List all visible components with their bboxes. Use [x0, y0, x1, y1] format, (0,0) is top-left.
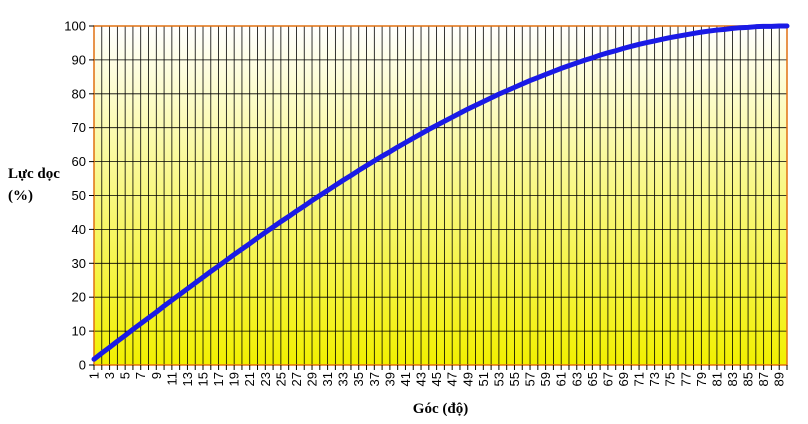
x-tick-label: 13	[180, 372, 195, 386]
y-tick-label: 100	[64, 19, 86, 34]
x-tick-label: 75	[663, 372, 678, 386]
x-tick-label: 17	[211, 372, 226, 386]
x-axis-ticks: 1 3 5 7 9 11 13 15 17 19 21 23 25 27 29 31 33 35 37 39 41 43 4…	[87, 365, 788, 386]
x-tick-label: 47	[445, 372, 460, 386]
y-tick-label: 20	[72, 290, 86, 305]
x-tick-label: 79	[694, 372, 709, 386]
x-tick-label: 45	[429, 372, 444, 386]
y-tick-label: 30	[72, 256, 86, 271]
x-tick-label: 33	[336, 372, 351, 386]
x-tick-label: 27	[289, 372, 304, 386]
y-tick-label: 90	[72, 52, 86, 67]
x-tick-label: 9	[149, 372, 164, 379]
y-tick-label: 80	[72, 86, 86, 101]
x-tick-label: 23	[258, 372, 273, 386]
x-tick-label: 53	[491, 372, 506, 386]
x-tick-label: 39	[382, 372, 397, 386]
x-tick-label: 85	[741, 372, 756, 386]
x-tick-label: 89	[772, 372, 787, 386]
x-tick-label: 25	[273, 372, 288, 386]
y-axis-ticks: 0 10 20 30 40 50 60 70 80 90 100	[64, 19, 94, 373]
x-tick-label: 65	[585, 372, 600, 386]
x-tick-label: 3	[102, 372, 117, 379]
x-tick-label: 41	[398, 372, 413, 386]
y-tick-label: 40	[72, 222, 86, 237]
x-tick-label: 19	[227, 372, 242, 386]
x-tick-label: 49	[460, 372, 475, 386]
x-tick-label: 67	[600, 372, 615, 386]
x-tick-label: 21	[242, 372, 257, 386]
x-tick-label: 35	[351, 372, 366, 386]
x-tick-label: 61	[554, 372, 569, 386]
x-tick-label: 63	[569, 372, 584, 386]
x-tick-label: 7	[133, 372, 148, 379]
x-tick-label: 5	[118, 372, 133, 379]
y-axis-label-line2: (%)	[8, 188, 33, 204]
x-tick-label: 59	[538, 372, 553, 386]
x-tick-label: 81	[709, 372, 724, 386]
x-tick-label: 11	[164, 372, 179, 386]
y-tick-label: 70	[72, 120, 86, 135]
x-tick-label: 83	[725, 372, 740, 386]
x-tick-label: 73	[647, 372, 662, 386]
x-tick-label: 57	[523, 372, 538, 386]
x-tick-label: 71	[632, 372, 647, 386]
x-tick-label: 55	[507, 372, 522, 386]
x-tick-label: 77	[678, 372, 693, 386]
x-tick-label: 87	[756, 372, 771, 386]
x-tick-label: 69	[616, 372, 631, 386]
y-axis-label-line1: Lực dọc	[8, 166, 60, 182]
y-tick-label: 0	[79, 358, 86, 373]
x-tick-label: 51	[476, 372, 491, 386]
x-tick-label: 29	[305, 372, 320, 386]
series-line	[91, 23, 790, 362]
x-axis-label: Góc (độ)	[413, 401, 468, 417]
x-tick-label: 31	[320, 372, 335, 386]
x-tick-label: 15	[196, 372, 211, 386]
y-tick-label: 50	[72, 188, 86, 203]
y-tick-label: 10	[72, 324, 86, 339]
x-tick-label: 37	[367, 372, 382, 386]
y-tick-label: 60	[72, 154, 86, 169]
x-tick-label: 1	[87, 372, 102, 379]
x-tick-label: 43	[414, 372, 429, 386]
